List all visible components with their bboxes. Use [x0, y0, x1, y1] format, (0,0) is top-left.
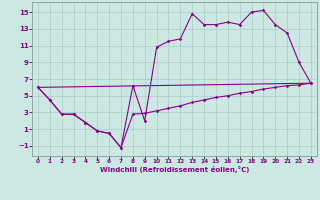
X-axis label: Windchill (Refroidissement éolien,°C): Windchill (Refroidissement éolien,°C): [100, 166, 249, 173]
